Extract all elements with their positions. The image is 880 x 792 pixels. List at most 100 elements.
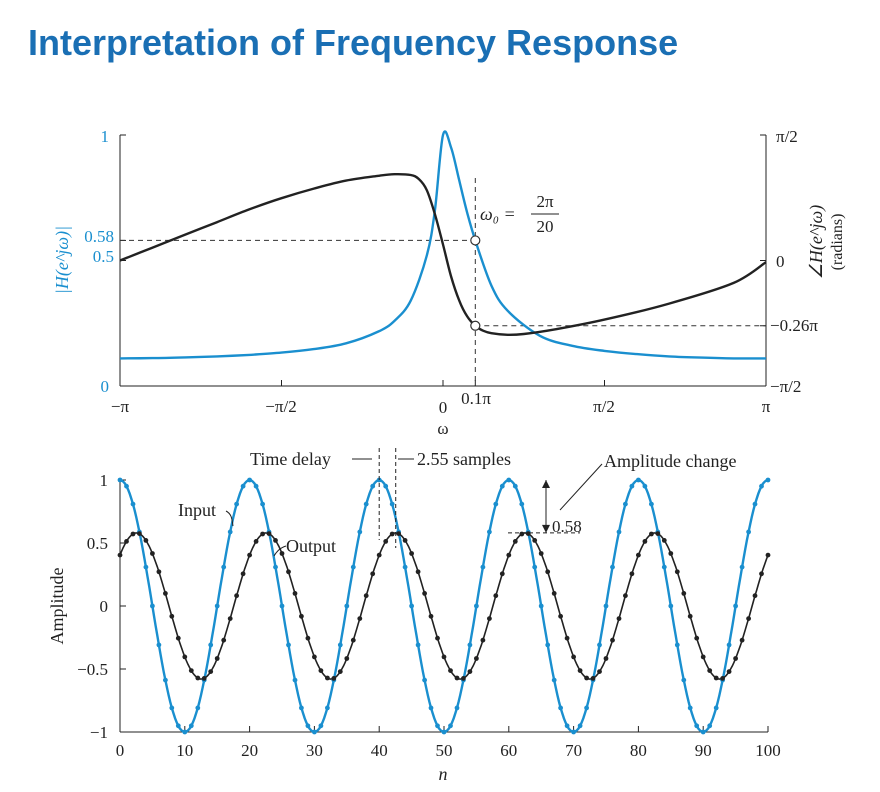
input-sample-point [169,705,175,711]
amplitude-change-arrow [508,480,580,534]
omega0-lhs: ω₀ = [480,204,516,224]
input-sample-point [409,603,414,609]
frequency-response-chart: 1 0.58 0.5 0 π/2 0 −0.26π −π/2 −π −π/2 0… [52,127,846,438]
input-sample-point [454,705,460,711]
input-sample-point [188,723,194,729]
input-sample-point [700,729,706,735]
amplitude-change-label: Amplitude change [604,451,736,471]
output-sample-point [337,669,343,674]
input-sample-point [402,564,408,570]
input-sample-point [629,483,635,489]
input-sample-point [124,483,129,489]
output-sample-point [564,635,570,641]
output-sample-point [636,552,641,558]
top-tick-marks [119,134,767,387]
output-sample-point [532,538,538,543]
output-sample-point [506,552,512,558]
output-sample-point [480,637,486,643]
input-sample-point [227,529,233,535]
output-sample-point [350,637,356,643]
input-sample-point [286,642,291,648]
input-sample-point [584,705,589,711]
output-sample-point [623,593,628,599]
x-axis-label: ω [437,419,448,438]
output-sample-point [227,616,233,621]
output-sample-point [519,531,525,537]
amp-tick-label-4: −1 [90,723,108,742]
amp-arrow-head-up [542,480,550,488]
input-sample-point [130,501,136,507]
output-sample-point [117,552,123,558]
amp-tick-label-1: 0.5 [87,534,108,553]
n-tick-label-40: 40 [371,741,388,760]
input-sample-point [532,564,538,570]
input-sample-point [545,642,551,648]
output-sample-point [130,531,136,537]
output-sample-point [726,669,732,674]
output-sample-point [474,656,479,661]
output-sample-point [428,613,434,619]
slide-title: Interpretation of Frequency Response [28,22,679,63]
output-sample-point [461,676,466,681]
output-sample-point [260,531,265,537]
input-sample-point [474,603,479,609]
output-sample-point [253,539,259,544]
input-sample-point [713,705,719,711]
output-leader [273,545,287,557]
input-sample-point [752,501,758,507]
output-sample-point [163,591,168,596]
output-sample-point [195,675,201,681]
output-sample-point [590,676,596,681]
output-sample-point [700,654,706,660]
input-sample-point [175,723,181,729]
output-sample-point [739,637,745,643]
input-sample-point [739,564,745,570]
amp-arrow-head-down [542,524,550,533]
input-sample-point [182,729,188,735]
input-sample-point [480,564,486,570]
output-sample-point [266,531,272,536]
input-sample-point [117,477,123,483]
input-sample-point [668,603,674,609]
input-sample-point [344,603,350,609]
output-sample-point [545,569,551,575]
input-sample-point [221,564,227,570]
input-sample-point [163,677,168,683]
right-axis-title: ∠H(e^jω) [806,205,827,279]
output-sample-point [487,616,492,621]
output-sample-point [499,571,505,577]
output-sample-point [525,531,531,536]
delay-marker-lines [378,448,397,548]
left-tick-label-1: 1 [101,127,110,146]
output-sample-point [143,538,149,543]
output-sample-point [201,676,207,681]
output-sample-point [448,668,453,673]
output-sample-point [370,571,376,577]
bottom-tick-labels: 0 10 20 30 40 50 60 70 80 90 100 1 0.5 0 −0.5 −1 [77,471,781,760]
output-sample-point [312,654,317,660]
output-sample-point [402,538,408,543]
output-sample-point [124,539,129,544]
input-sample-point [234,501,240,507]
output-sample-point [571,654,576,660]
output-samples [117,531,771,681]
output-sample-point [746,616,751,621]
input-sample-point [337,642,343,648]
x-tick-label-neg-pi: −π [111,397,130,416]
amplitude-change-leader [559,463,603,511]
output-sample-point [610,637,615,643]
input-sample-point [428,705,434,711]
input-sample-point [247,477,253,483]
n-tick-label-80: 80 [630,741,647,760]
output-sample-point [188,668,194,673]
n-tick-label-90: 90 [695,741,712,760]
input-sample-point [694,723,700,729]
n-tick-label-10: 10 [176,741,193,760]
output-sample-point [383,539,389,544]
n-tick-label-50: 50 [436,741,453,760]
input-sample-point [214,603,220,609]
right-axis-subtitle: (radians) [829,214,846,271]
input-sample-point [649,501,654,507]
time-delay-label: Time delay [250,449,331,469]
